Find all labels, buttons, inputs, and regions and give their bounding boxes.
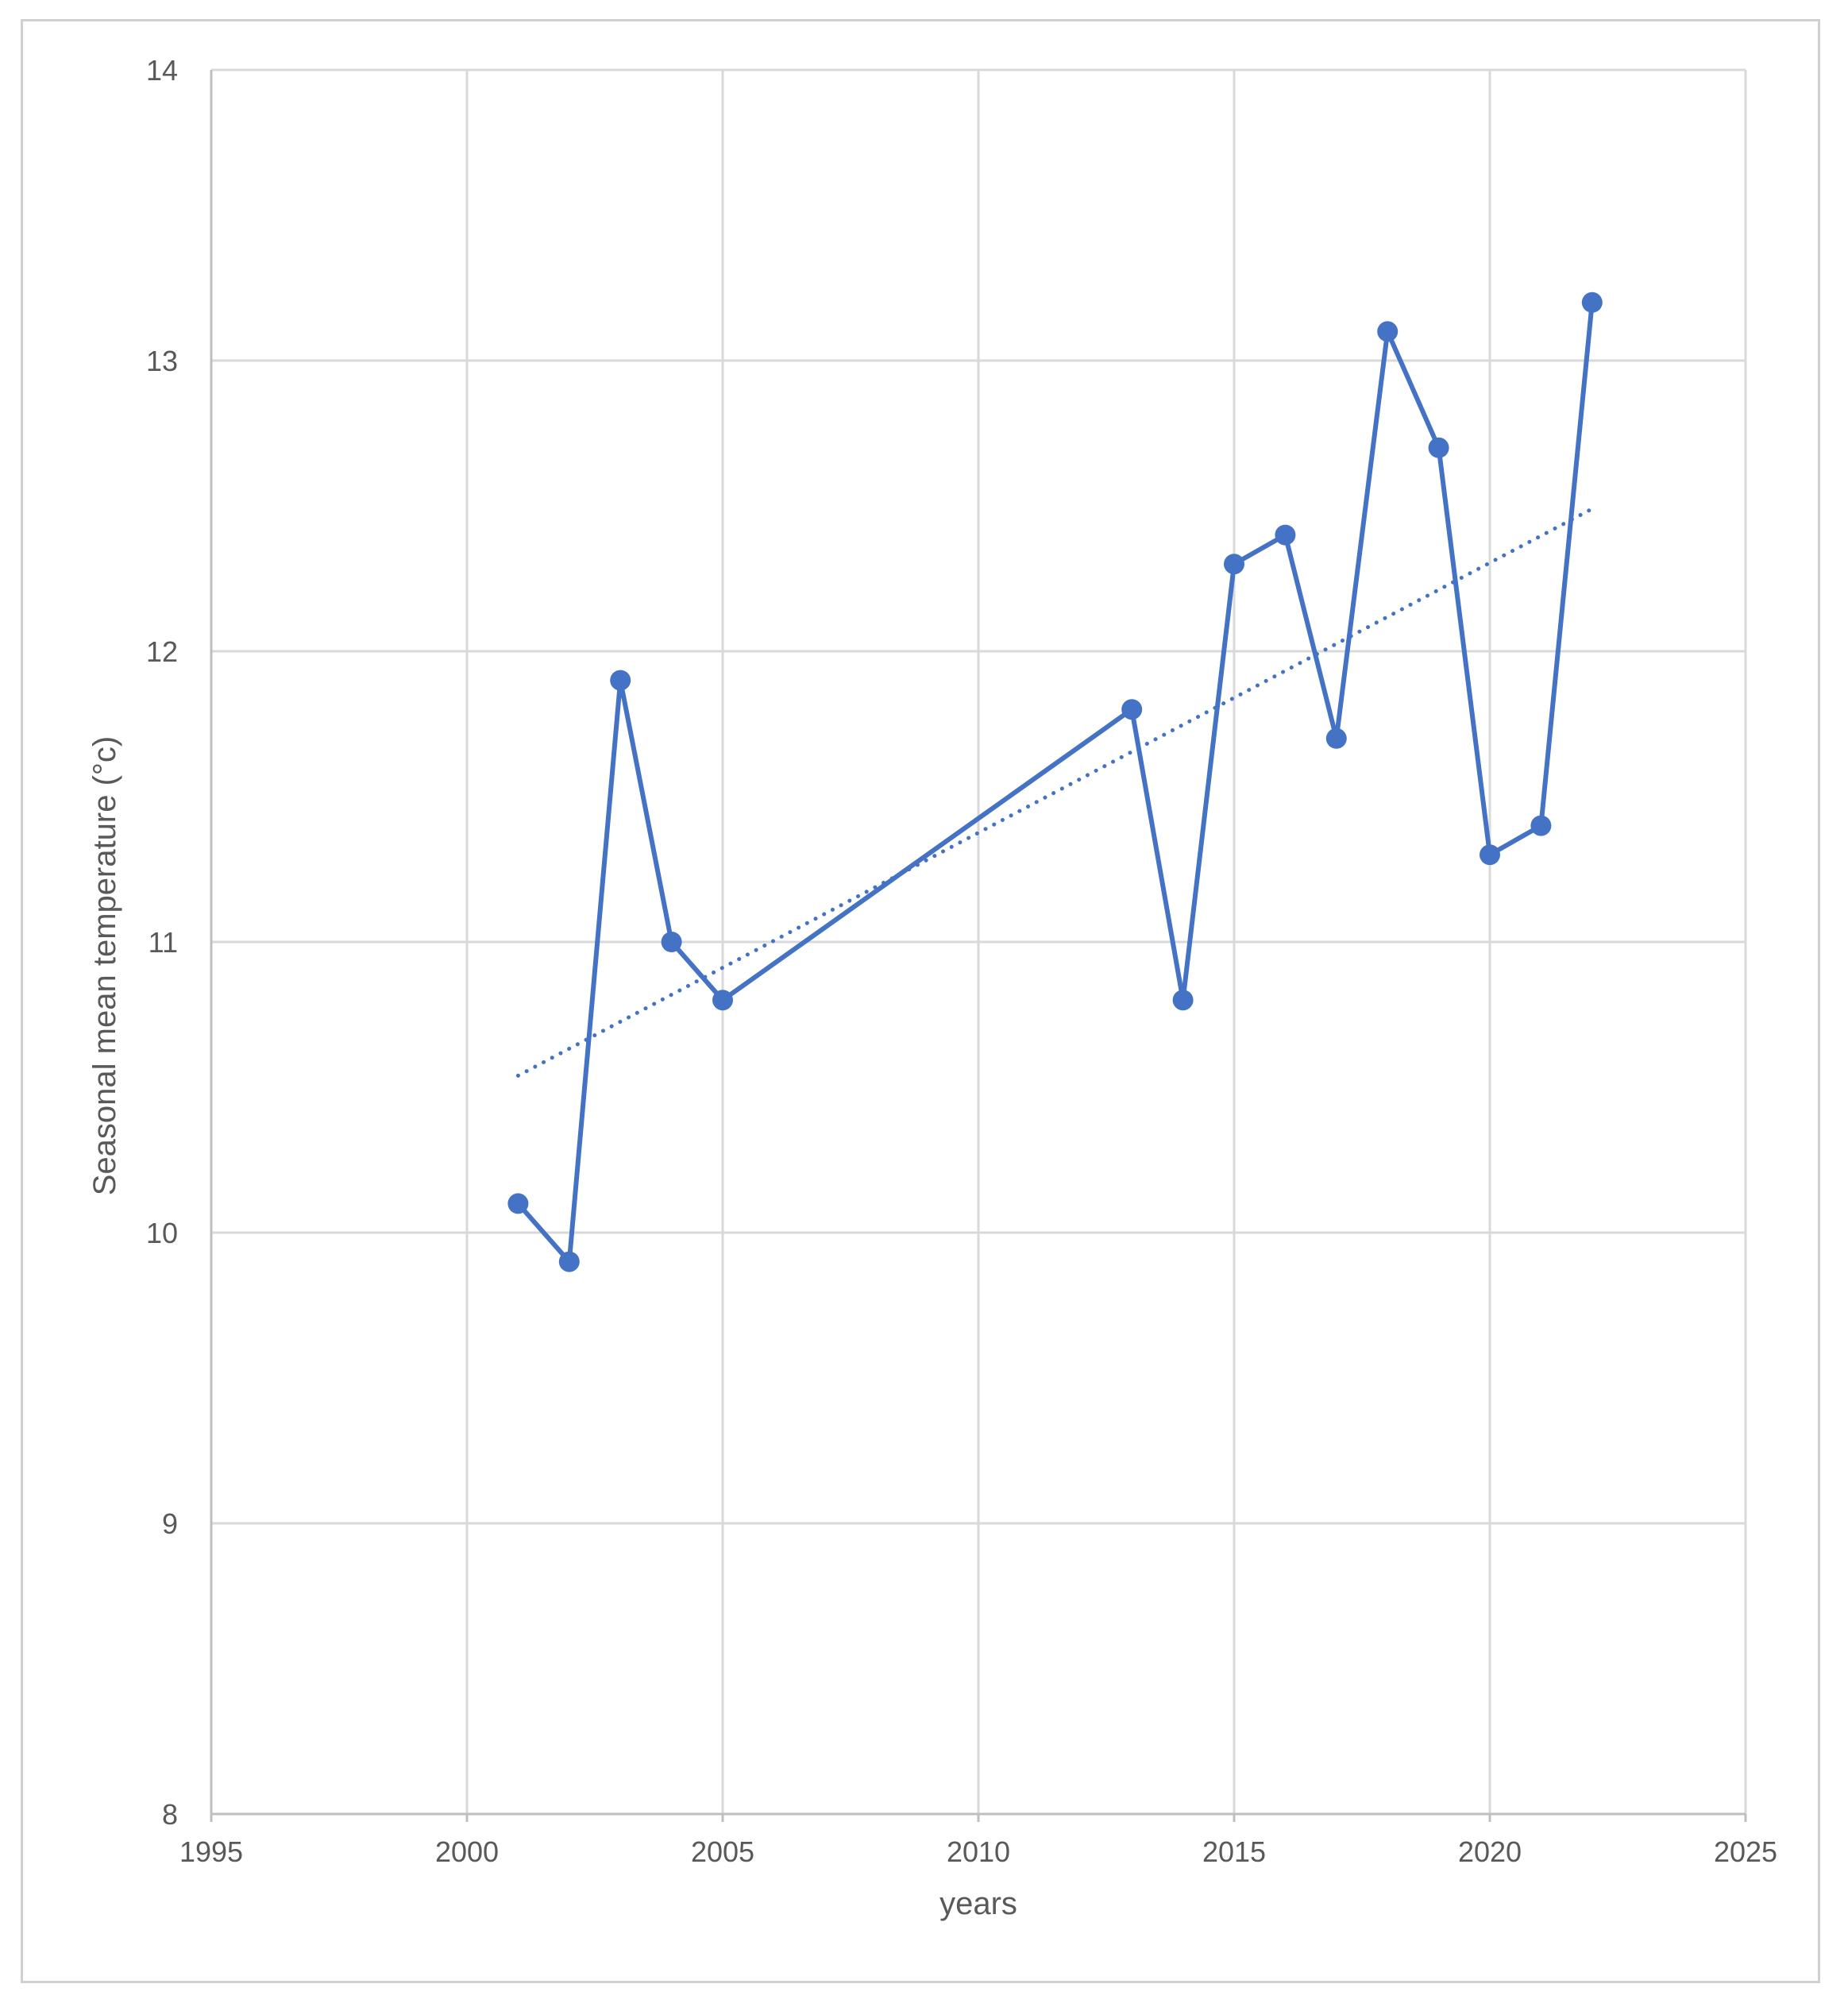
y-tick-label: 10 [146,1217,178,1249]
data-point [712,990,733,1011]
x-tick-label: 1995 [179,1835,243,1868]
y-tick-label: 8 [162,1798,178,1831]
grid-lines [210,68,1747,1816]
x-tick-label: 2025 [1714,1835,1777,1868]
x-tick-label: 2015 [1202,1835,1266,1868]
y-tick-label: 12 [146,635,178,668]
data-point [1275,524,1296,546]
y-tick-label: 13 [146,345,178,377]
data-point [1428,437,1449,458]
x-tick-label: 2000 [435,1835,499,1868]
x-tick-label: 2020 [1458,1835,1522,1868]
data-point [661,932,682,952]
chart-frame [21,19,1820,1983]
data-point [1377,321,1399,342]
data-point [1581,291,1603,313]
trendline [515,507,1595,1078]
axes [210,70,1747,1822]
data-point [1224,554,1244,575]
y-axis-title: Seasonal mean temperature (°c) [87,736,122,1196]
x-axis-title: years [939,1886,1017,1921]
x-tick-label: 2005 [691,1835,754,1868]
data-point [1121,699,1143,720]
x-tick-labels: 1995 2000 2005 2010 2015 2020 2025 [179,1835,1777,1868]
data-point [1480,844,1500,866]
series [507,291,1603,1272]
data-point [1325,728,1347,749]
data-point [1530,815,1552,836]
trendline-dotted [515,507,1595,1078]
y-tick-label: 9 [162,1507,178,1540]
data-point [558,1251,580,1272]
data-point [610,670,631,691]
y-tick-label: 14 [146,54,178,87]
data-point [1172,990,1194,1011]
y-tick-label: 11 [149,926,178,959]
y-tick-labels: 8 9 10 11 12 13 14 [146,54,178,1831]
x-tick-label: 2010 [947,1835,1010,1868]
data-point [507,1193,529,1214]
